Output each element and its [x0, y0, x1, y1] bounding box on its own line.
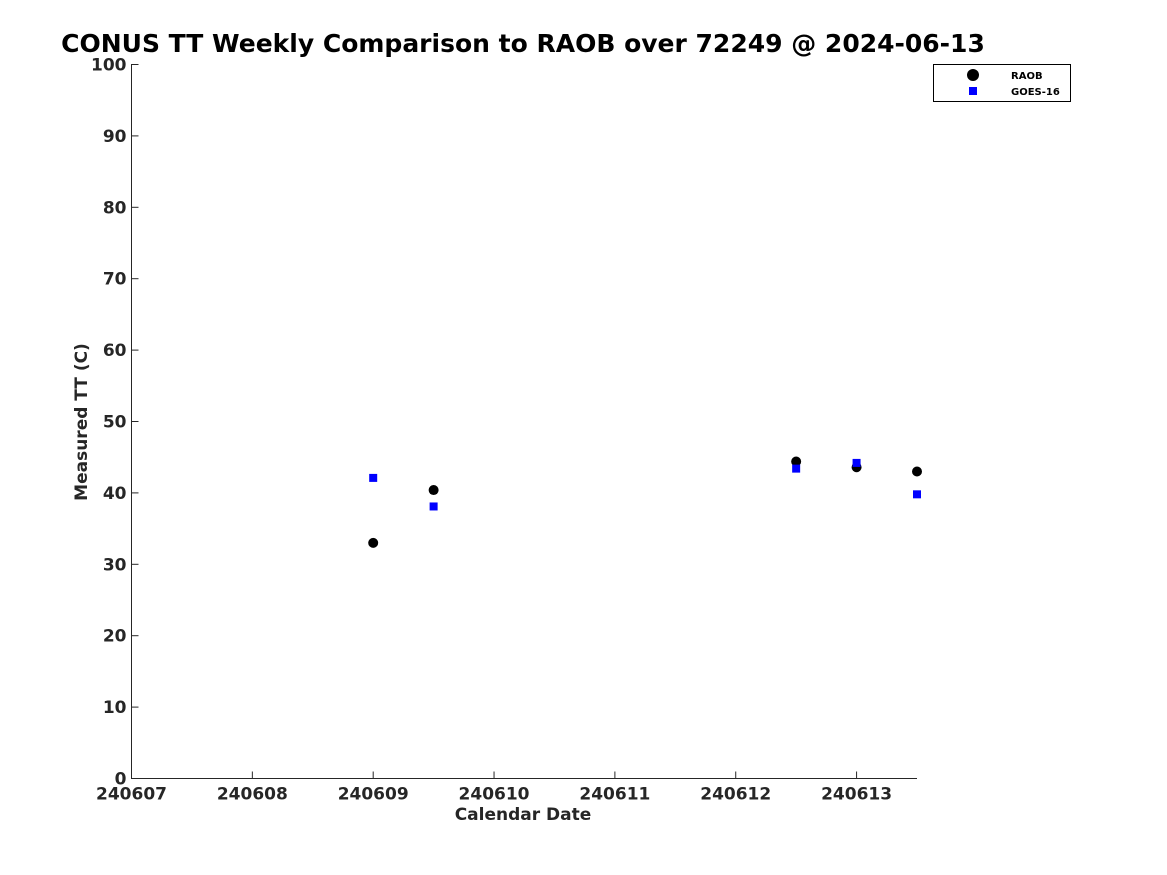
x-tick-label: 240611: [579, 785, 650, 805]
x-tick-label: 240607: [96, 785, 167, 805]
raob-point: [428, 485, 439, 496]
legend-goes-16-marker: [969, 87, 977, 95]
goes-16-point: [792, 464, 801, 473]
legend-raob-label: RAOB: [1011, 71, 1043, 82]
y-axis-label: Measured TT (C): [72, 343, 92, 501]
x-tick-label: 240612: [700, 785, 771, 805]
chart-title: CONUS TT Weekly Comparison to RAOB over …: [61, 29, 985, 58]
goes-16-point: [913, 490, 921, 499]
legend-goes-16-label: GOES-16: [1011, 87, 1060, 98]
y-axis-ticks: 0 10 20 30 40 50 60 70 80 90 100: [91, 56, 139, 790]
raob-point: [368, 537, 379, 548]
y-tick-label: 80: [103, 198, 127, 218]
goes-16-point: [429, 502, 438, 511]
x-tick-label: 240609: [338, 785, 409, 805]
x-tick-label: 240608: [217, 785, 288, 805]
y-tick-label: 50: [103, 413, 127, 433]
y-tick-label: 20: [103, 627, 127, 647]
y-tick-label: 40: [103, 484, 127, 504]
raob-point: [791, 456, 802, 467]
y-tick-label: 90: [103, 127, 127, 147]
y-tick-label: 100: [91, 56, 127, 76]
raob-point: [912, 466, 922, 477]
y-tick-label: 10: [103, 698, 127, 718]
goes-16-point: [852, 458, 861, 467]
y-tick-label: 30: [103, 555, 127, 575]
y-tick-label: 0: [115, 770, 127, 790]
legend: RAOB GOES-16: [933, 64, 1071, 102]
y-tick-label: 70: [103, 270, 127, 290]
legend-raob-marker: [967, 69, 979, 81]
x-tick-label: 240613: [821, 785, 892, 805]
data-markers: [368, 456, 922, 548]
x-tick-label: 240610: [459, 785, 530, 805]
y-tick-label: 60: [103, 341, 127, 361]
x-axis-ticks: 240607 240608 240609 240610 240611 240612 2406…: [96, 771, 892, 805]
legend-box: [933, 64, 1071, 102]
goes-16-point: [369, 473, 378, 482]
x-axis-label: Calendar Date: [455, 805, 592, 825]
